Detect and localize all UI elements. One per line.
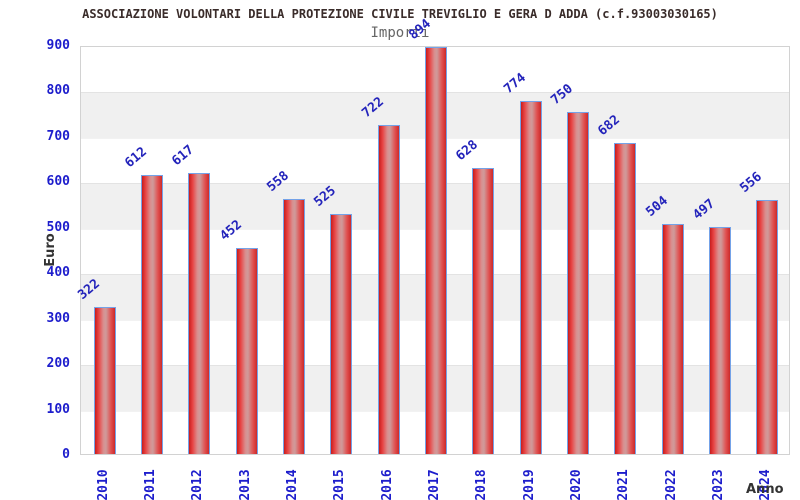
x-tick-label: 2010 bbox=[95, 469, 111, 500]
y-tick-label: 200 bbox=[46, 356, 70, 372]
bar bbox=[283, 199, 305, 454]
bar bbox=[141, 174, 163, 454]
x-tick-label: 2020 bbox=[569, 469, 584, 500]
y-axis-title: Euro bbox=[43, 233, 58, 267]
bar bbox=[93, 306, 116, 454]
bar bbox=[614, 143, 637, 454]
bar bbox=[377, 124, 400, 454]
x-tick-label: 2023 bbox=[711, 469, 726, 500]
x-tick-label: 2018 bbox=[474, 469, 490, 500]
y-tick-label: 0 bbox=[62, 447, 70, 462]
bar bbox=[756, 200, 779, 454]
x-tick-label: 2016 bbox=[379, 469, 395, 500]
x-tick-label: 2021 bbox=[616, 469, 632, 500]
bar bbox=[235, 247, 258, 454]
x-tick-label: 2022 bbox=[663, 469, 679, 500]
x-tick-label: 2014 bbox=[285, 469, 300, 500]
bar bbox=[567, 112, 589, 454]
y-tick-label: 500 bbox=[46, 219, 70, 235]
y-tick-label: 800 bbox=[46, 83, 70, 99]
y-tick-label: 100 bbox=[46, 401, 70, 417]
bar-value-label: 628 bbox=[453, 137, 482, 164]
x-tick-label: 2013 bbox=[237, 469, 253, 500]
bar bbox=[709, 227, 731, 454]
bar-value-label: 617 bbox=[169, 142, 198, 169]
bar bbox=[425, 46, 447, 454]
bar bbox=[188, 172, 211, 454]
bar bbox=[519, 101, 542, 454]
y-tick-label: 600 bbox=[46, 174, 70, 190]
chart-title: ASSOCIAZIONE VOLONTARI DELLA PROTEZIONE … bbox=[82, 7, 718, 21]
x-axis-title: Anno bbox=[746, 482, 784, 497]
x-tick-label: 2012 bbox=[190, 469, 206, 500]
y-tick-label: 900 bbox=[46, 38, 70, 53]
bar-value-label: 612 bbox=[122, 144, 150, 171]
x-tick-label: 2019 bbox=[521, 469, 537, 500]
y-tick-label: 700 bbox=[46, 128, 70, 144]
x-tick-label: 2017 bbox=[427, 469, 442, 500]
y-tick-label: 400 bbox=[46, 265, 70, 281]
y-tick-label: 300 bbox=[46, 310, 70, 326]
bar bbox=[472, 167, 495, 454]
x-tick-label: 2015 bbox=[332, 469, 348, 500]
bar bbox=[661, 223, 684, 454]
chart-subtitle: Importi bbox=[370, 25, 430, 41]
plot-area: 322 612 617 452 558 525 722 894 628 774 750 682 504 4… bbox=[75, 16, 790, 455]
bar bbox=[330, 214, 353, 454]
x-tick-label: 2011 bbox=[143, 469, 158, 500]
